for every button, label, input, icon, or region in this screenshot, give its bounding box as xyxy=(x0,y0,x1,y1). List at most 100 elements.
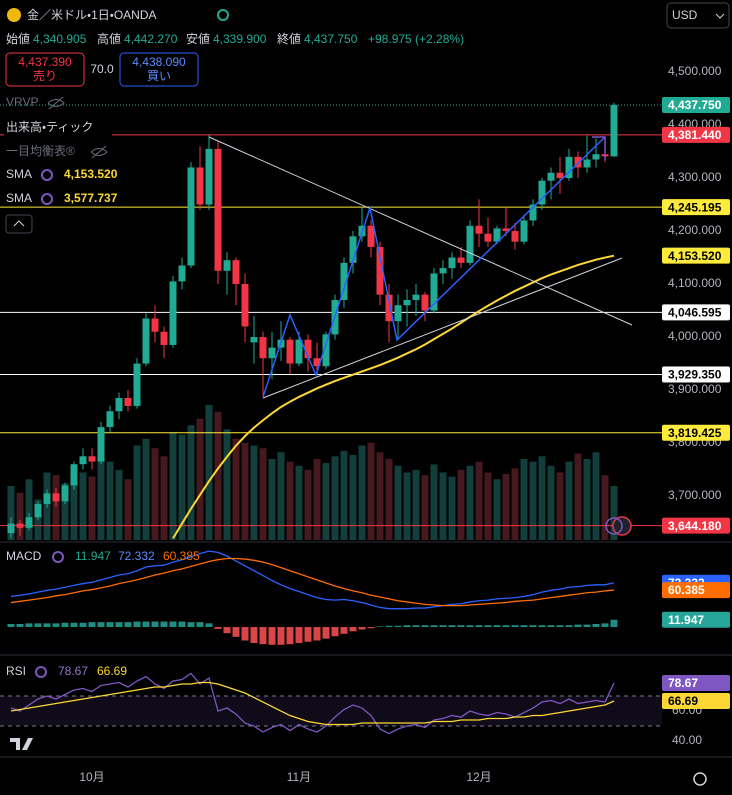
candle-body xyxy=(223,260,231,271)
macd-histogram-bar xyxy=(52,623,60,628)
macd-histogram-bar xyxy=(529,625,537,628)
candle-body xyxy=(313,358,321,367)
volume-bar xyxy=(385,459,393,540)
indicator-bg xyxy=(4,119,112,137)
volume-bar xyxy=(394,465,402,540)
macd-histogram-bar xyxy=(547,625,555,628)
macd-histogram-bar xyxy=(583,624,591,628)
hidden-icon[interactable] xyxy=(47,96,65,110)
candle-body xyxy=(529,204,537,221)
sma-line xyxy=(172,254,615,539)
macd-histogram-bar xyxy=(448,625,456,628)
indicator-name[interactable]: SMA xyxy=(6,191,32,205)
ohlc-label: 終値 xyxy=(277,31,301,46)
axis-label: 3,644.180 xyxy=(668,519,722,533)
candle-body xyxy=(493,228,501,242)
volume-bar xyxy=(538,456,546,540)
rsi-legend-value: 66.69 xyxy=(97,664,127,678)
hidden-icon[interactable] xyxy=(90,145,108,159)
macd-histogram-bar xyxy=(304,627,312,642)
candle-body xyxy=(214,148,222,271)
ohlc-label: 安値 xyxy=(186,31,210,46)
chevron xyxy=(715,13,725,19)
price-labels: 4,437.750 4,381.440 4,245.195 4,153.520 4,04… xyxy=(662,97,730,534)
macd-histogram-bar xyxy=(349,627,357,632)
y-tick-label: 4,000.000 xyxy=(668,329,722,343)
macd-histogram-bar xyxy=(340,627,348,634)
macd-histogram-bar xyxy=(43,623,51,628)
candle-body xyxy=(43,493,51,504)
settings-icon[interactable] xyxy=(693,772,707,786)
volume-bar xyxy=(160,456,168,540)
candle-body xyxy=(430,273,438,311)
indicator-name[interactable]: SMA xyxy=(6,167,32,181)
volume-bar xyxy=(313,459,321,540)
candle-body xyxy=(475,225,483,234)
macd-histogram-bar xyxy=(232,627,240,637)
volume-bar xyxy=(601,475,609,540)
sell-price: 4,437.390 xyxy=(18,55,72,69)
candle-body xyxy=(439,268,447,274)
collapse-button[interactable] xyxy=(5,214,33,234)
event-icon[interactable] xyxy=(605,517,623,535)
candle-body xyxy=(196,167,204,205)
currency-select[interactable] xyxy=(666,2,730,29)
ohlc-value: 4,442.270 xyxy=(124,32,178,46)
y-tick-label: 4,200.000 xyxy=(668,223,722,237)
y-tick-label: 3,700.000 xyxy=(668,488,722,502)
macd-histogram-bar xyxy=(502,625,510,628)
volume-bar xyxy=(439,472,447,540)
candle-body xyxy=(385,294,393,322)
candle-body xyxy=(160,331,168,345)
volume-bar xyxy=(115,469,123,540)
volume-bar xyxy=(88,476,96,540)
indicator-value: 4,153.520 xyxy=(64,167,118,181)
macd-histogram-bar xyxy=(538,625,546,628)
macd-histogram-bar xyxy=(313,627,321,641)
candle-body xyxy=(16,523,24,528)
candle-body xyxy=(7,523,15,534)
macd-histogram-bar xyxy=(268,627,276,645)
indicator-name[interactable]: 一目均衡表® xyxy=(6,144,75,158)
volume-bar xyxy=(259,448,267,540)
macd-histogram-bar xyxy=(295,627,303,643)
candle-body xyxy=(34,503,42,518)
candle-body xyxy=(79,456,87,465)
volume-bar xyxy=(79,472,87,540)
macd-histogram-bar xyxy=(241,627,249,641)
axis-label: 4,046.595 xyxy=(668,306,722,320)
y-tick-label: 4,100.000 xyxy=(668,276,722,290)
loading-icon xyxy=(41,169,53,181)
buy-button[interactable] xyxy=(119,52,199,87)
macd-histogram-bar xyxy=(169,621,177,628)
pane-title[interactable]: MACD xyxy=(6,549,42,563)
volume-bar xyxy=(574,453,582,540)
candle-body xyxy=(151,318,159,332)
axis-label-bg xyxy=(662,517,730,534)
volume-bar xyxy=(367,442,375,540)
candle-body xyxy=(88,456,96,462)
candle-body xyxy=(304,339,312,359)
currency-text: USD xyxy=(672,8,698,22)
ohlc-label: 始値 xyxy=(6,31,30,46)
macd-histogram-bar xyxy=(394,625,402,628)
macd-histogram-bar xyxy=(7,623,15,628)
candle-body xyxy=(448,257,456,269)
pane-title[interactable]: RSI xyxy=(6,664,26,678)
indicator-name[interactable]: 出来高・ティック xyxy=(6,120,93,134)
candle-body xyxy=(187,167,195,266)
candle-body xyxy=(259,337,267,359)
volume-bar xyxy=(421,475,429,540)
symbol-title[interactable]: 金／米ドル・1日・OANDA xyxy=(27,8,157,22)
axis-label-bg xyxy=(662,247,730,264)
axis-label: 4,437.750 xyxy=(668,98,722,112)
axis-label: 66.69 xyxy=(668,694,698,708)
zigzag-drawing xyxy=(262,136,606,398)
logo[interactable] xyxy=(10,738,33,750)
header: 金／米ドル・1日・OANDA USD 始値 4,340.905 高値 4,442… xyxy=(4,2,730,786)
volume-bar xyxy=(565,461,573,540)
candle-body xyxy=(241,284,249,327)
indicator-name[interactable]: VRVP xyxy=(6,95,38,109)
sell-button[interactable] xyxy=(5,52,85,87)
